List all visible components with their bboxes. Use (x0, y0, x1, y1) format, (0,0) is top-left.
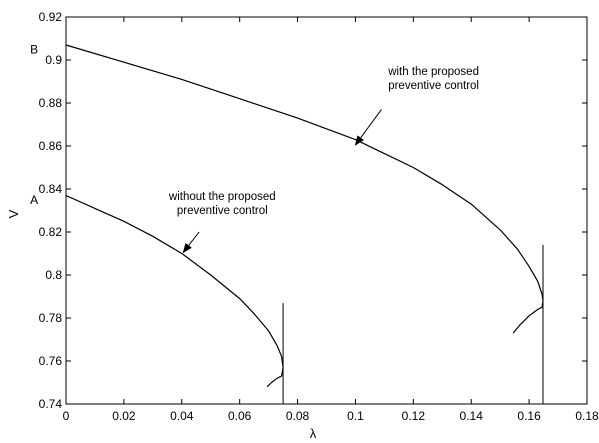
x-tick-label: 0.08 (286, 409, 310, 423)
annotation-text: preventive control (177, 205, 268, 217)
annotation-text: with the proposed (387, 66, 479, 78)
y-tick-label: 0.74 (39, 397, 63, 411)
x-tick-label: 0.04 (170, 409, 194, 423)
y-tick-label: 0.86 (39, 139, 63, 153)
y-tick-label: 0.84 (39, 182, 63, 196)
y-tick-label: 0.9 (45, 53, 62, 67)
point-label-a: A (30, 193, 38, 207)
annotation-text: without the proposed (168, 191, 276, 203)
x-tick-label: 0.02 (112, 409, 136, 423)
y-tick-label: 0.82 (39, 225, 63, 239)
y-tick-label: 0.88 (39, 96, 63, 110)
y-tick-label: 0.92 (39, 10, 63, 24)
pv-curve-1 (65, 194, 284, 388)
pv-curve-2 (65, 44, 544, 334)
x-tick-label: 0.06 (228, 409, 252, 423)
x-tick-label: 0.16 (517, 409, 541, 423)
x-tick-label: 0.14 (460, 409, 484, 423)
y-axis-title: V (6, 209, 21, 218)
plot-frame (65, 16, 588, 405)
y-tick-label: 0.8 (45, 268, 62, 282)
point-label-b: B (30, 43, 38, 57)
y-tick-label: 0.76 (39, 354, 63, 368)
x-tick-label: 0.1 (347, 409, 364, 423)
x-tick-label: 0.18 (575, 409, 599, 423)
annotation-text: preventive control (388, 80, 479, 92)
x-tick-label: 0.12 (402, 409, 426, 423)
annotation-arrow (354, 109, 382, 146)
y-tick-label: 0.78 (39, 311, 63, 325)
x-axis-title: λ (310, 426, 317, 438)
annotation-arrow (182, 231, 200, 254)
x-tick-label: 0 (63, 409, 70, 423)
